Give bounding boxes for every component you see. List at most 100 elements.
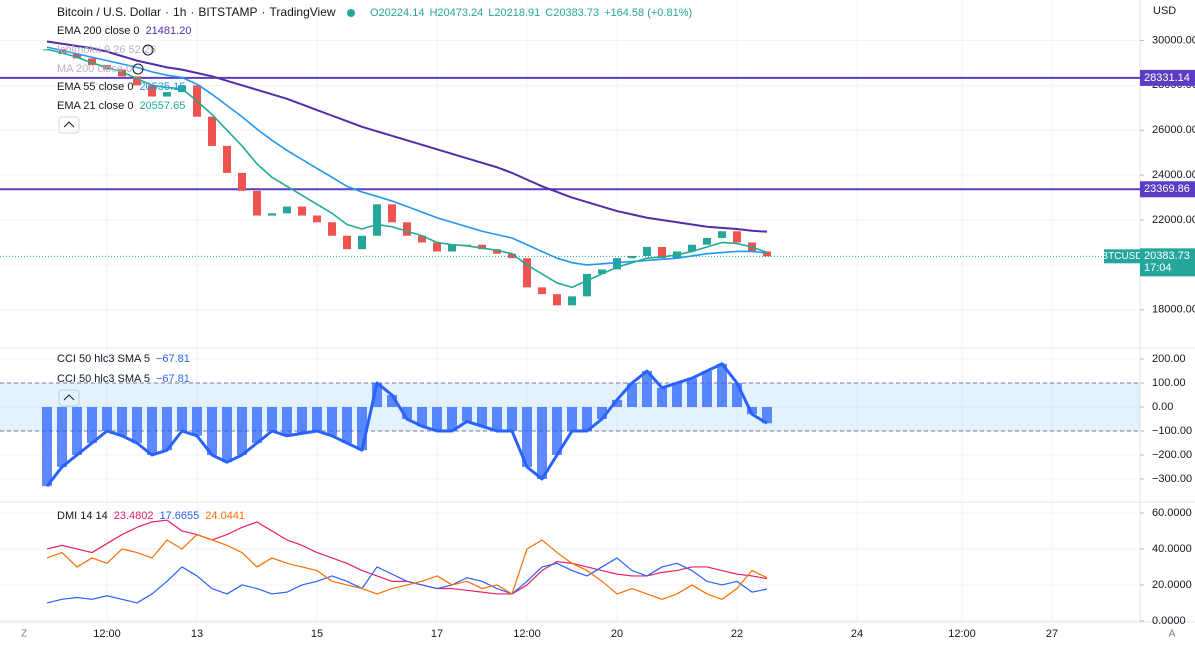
candle: [613, 258, 621, 270]
candle: [253, 190, 261, 216]
header-symbol: Bitcoin / U.S. Dollar: [57, 5, 161, 19]
cci-bar: [387, 395, 397, 408]
candle: [238, 172, 246, 191]
cci-bar: [57, 407, 67, 467]
cci-bar: [732, 383, 742, 408]
separator: ·: [190, 5, 194, 19]
legend-name: EMA 200 close 0: [57, 25, 140, 37]
candle: [388, 204, 396, 223]
candle: [118, 69, 126, 77]
cci-bar: [432, 407, 442, 431]
legend-value: 20557.65: [139, 100, 185, 112]
candle: [358, 235, 366, 250]
hidden-icon: [132, 63, 144, 75]
candle: [493, 249, 501, 254]
legend-entry: DMI 14 14 23.4802 17.6655 24.0441: [57, 510, 245, 522]
y-tick-label: 60.0000: [1152, 507, 1192, 519]
cci-bar: [267, 407, 277, 431]
cci-bar: [537, 407, 547, 479]
price-label-box: [1140, 181, 1195, 198]
cci-bar: [192, 407, 202, 436]
hline-label: 23369.86: [1144, 183, 1190, 195]
candle: [163, 92, 171, 97]
candle: [73, 53, 81, 59]
cci-bar: [42, 407, 52, 487]
cci-bar: [477, 407, 487, 427]
candle: [733, 231, 741, 243]
candle: [628, 255, 636, 259]
axis-button: A: [1169, 629, 1176, 640]
cci-bar: [372, 383, 382, 408]
candle: [508, 253, 516, 259]
dmi-line: [46, 557, 768, 604]
legend-entry: EMA 21 close 0 20557.65: [57, 100, 185, 112]
cci-bar: [447, 407, 457, 431]
legend-name: DMI 14 14: [57, 510, 108, 522]
y-tick-label: 24000.00: [1152, 169, 1195, 181]
cci-bar: [402, 407, 412, 420]
collapse-button[interactable]: [58, 389, 80, 407]
currency-label: USD: [1153, 5, 1176, 17]
y-tick-label: 18000.00: [1152, 304, 1195, 316]
cci-bar: [357, 407, 367, 451]
candle: [643, 246, 651, 256]
ema-line: [46, 40, 768, 233]
candle: [58, 49, 66, 54]
ohlc: O20224.14 H20473.24 L20218.91 C20383.73 +164…: [370, 7, 692, 19]
cci-bar: [702, 371, 712, 408]
dmi-line: [46, 533, 768, 600]
cci-bar: [282, 407, 292, 436]
candle: [658, 246, 666, 259]
legend-entry: EMA 55 close 0 20535.15: [57, 81, 185, 93]
candle: [448, 244, 456, 252]
ohlc-value: H20473.24: [429, 7, 483, 19]
x-tick-label: 15: [311, 628, 323, 640]
x-tick-label: 27: [1046, 628, 1058, 640]
y-tick-label: 200.00: [1152, 353, 1186, 365]
collapse-button[interactable]: [58, 116, 80, 134]
text-layer: 30000.0028000.0026000.0024000.0022000.00…: [21, 5, 1195, 640]
cci-line: [45, 362, 768, 488]
candle: [313, 215, 321, 223]
x-tick-label: 17: [431, 628, 443, 640]
ohlc-value: C20383.73: [545, 7, 599, 19]
cci-bar: [597, 407, 607, 420]
y-tick-label: −300.00: [1152, 473, 1192, 485]
hidden-indicator: MA 200 close 0: [57, 63, 132, 75]
y-tick-label: 0.00: [1152, 401, 1173, 413]
cci-bar: [417, 407, 427, 427]
x-tick-label: 13: [191, 628, 203, 640]
separator: ·: [262, 5, 266, 19]
symbol-label: BTCUSD: [1101, 251, 1142, 262]
candle: [718, 231, 726, 238]
hidden-indicator: Ichimoku 9 26 52 26: [57, 44, 156, 56]
cci-bar: [462, 407, 472, 422]
cci-bar: [117, 407, 127, 436]
legend-value: 24.0441: [205, 510, 245, 522]
ohlc-value: O20224.14: [370, 7, 424, 19]
cci-bar: [102, 407, 112, 431]
header-interval: 1h: [173, 5, 186, 19]
cci-bar: [237, 407, 247, 455]
ema-line: [46, 48, 768, 289]
cci-bar: [72, 407, 82, 455]
candle: [703, 237, 711, 245]
cci-bar: [177, 407, 187, 431]
last-price-box: [1140, 248, 1195, 277]
cci-bar: [747, 407, 757, 415]
legend-name: CCI 50 hlc3 SMA 5: [57, 373, 150, 385]
candle: [583, 273, 591, 297]
cci-bar: [762, 407, 772, 424]
candle: [553, 294, 561, 306]
header-source: TradingView: [270, 5, 336, 19]
candle: [223, 145, 231, 173]
cci-bar: [507, 407, 517, 431]
x-tick-label: 22: [731, 628, 743, 640]
legend-value: 17.6655: [160, 510, 200, 522]
ohlc-value: +164.58 (+0.81%): [604, 7, 692, 19]
legend-entry: EMA 200 close 0 21481.20: [57, 25, 191, 37]
candle: [433, 242, 441, 252]
last-price-label: 20383.73: [1144, 250, 1190, 262]
candle: [598, 269, 606, 274]
